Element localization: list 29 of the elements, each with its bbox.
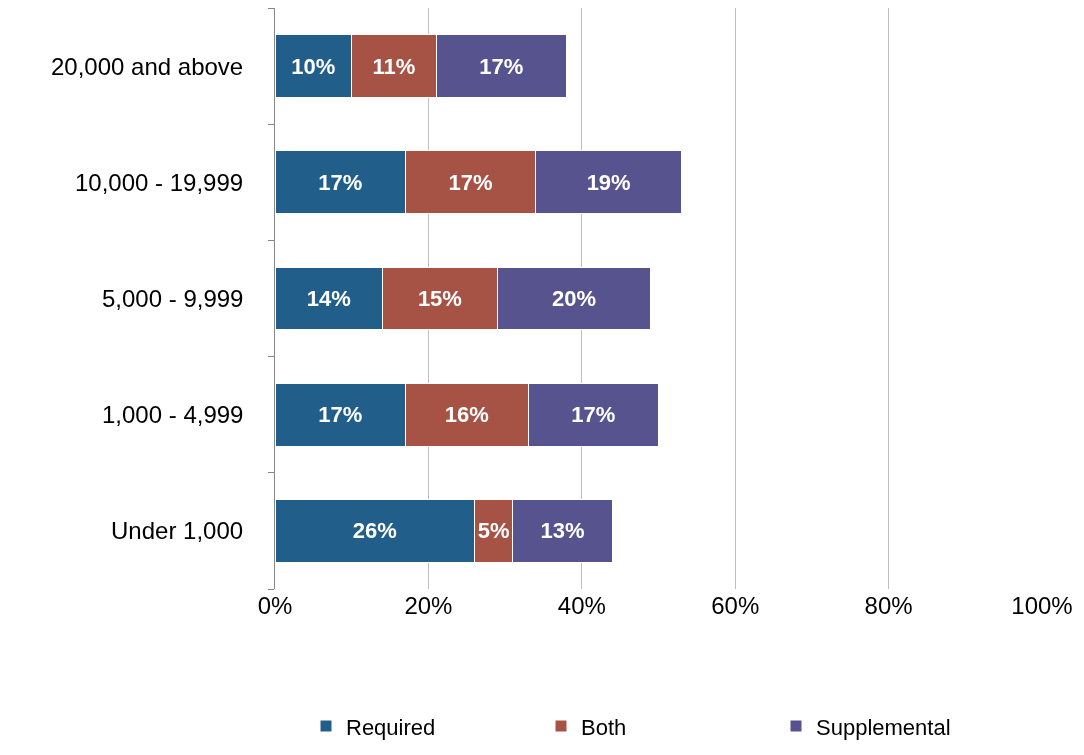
data-label: 5%	[477, 518, 510, 544]
x-tick-label: 60%	[711, 592, 760, 619]
data-label: 16%	[444, 402, 489, 428]
x-tick-label: 20%	[404, 592, 453, 619]
x-tick-label: 40%	[557, 592, 606, 619]
data-label: 17%	[318, 402, 363, 428]
x-tick-label: 0%	[257, 592, 293, 619]
legend-label: Required	[346, 714, 436, 740]
y-tick-label: 20,000 and above	[51, 53, 244, 80]
data-label: 19%	[586, 169, 631, 195]
legend-label: Supplemental	[816, 714, 951, 740]
data-label: 15%	[417, 286, 462, 311]
data-label: 17%	[448, 169, 493, 195]
data-label: 20%	[552, 286, 597, 311]
data-label: 26%	[352, 518, 397, 544]
data-label: 17%	[479, 53, 524, 79]
data-label: 11%	[372, 53, 416, 79]
data-label: 14%	[306, 286, 351, 311]
data-label: 13%	[540, 518, 585, 544]
y-tick-label: Under 1,000	[111, 517, 244, 544]
y-tick-label: 10,000 - 19,999	[75, 169, 244, 196]
y-tick-label: 5,000 - 9,999	[102, 285, 244, 312]
data-label: 17%	[318, 169, 363, 195]
data-label: 17%	[571, 402, 616, 428]
x-tick-label: 100%	[1011, 592, 1073, 619]
data-label: 10%	[291, 53, 336, 79]
x-tick-label: 80%	[864, 592, 913, 619]
y-tick-label: 1,000 - 4,999	[102, 401, 244, 428]
legend-label: Both	[581, 714, 627, 740]
